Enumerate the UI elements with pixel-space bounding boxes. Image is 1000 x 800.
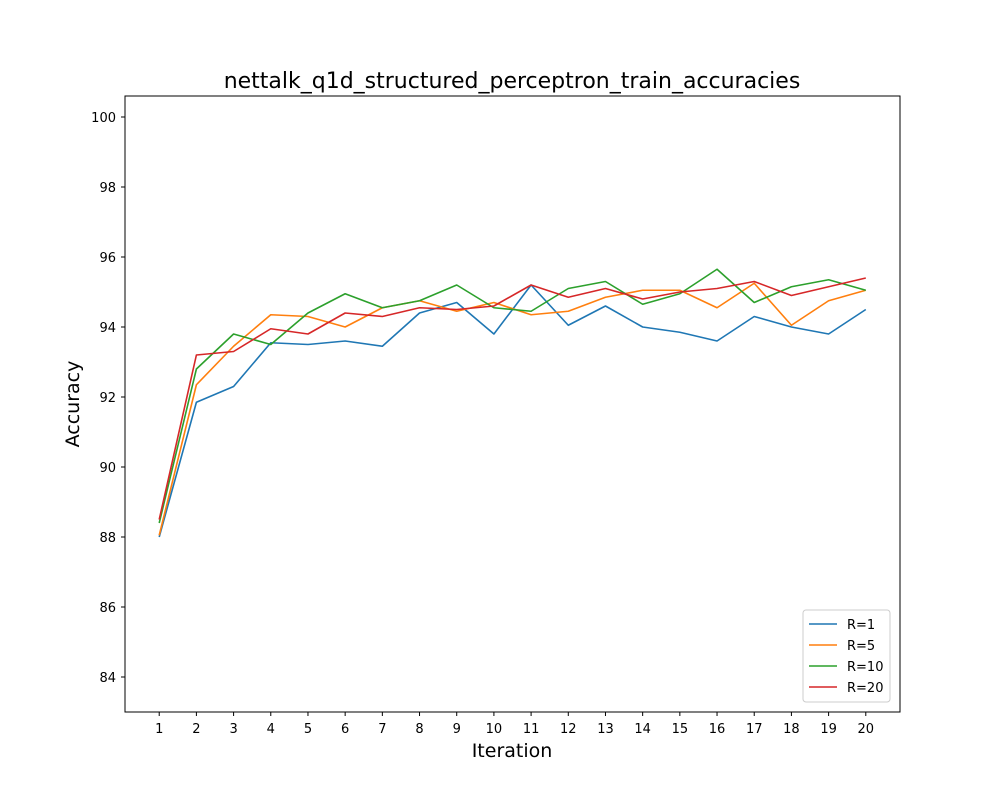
y-axis-label: Accuracy	[62, 361, 84, 448]
plot-frame	[124, 95, 901, 713]
y-tick-label: 86	[99, 601, 116, 616]
legend-label: R=5	[847, 639, 875, 654]
x-tick-label: 19	[820, 722, 837, 737]
legend-label: R=10	[847, 660, 883, 675]
legend-label: R=20	[847, 681, 883, 696]
x-tick-label: 12	[560, 722, 577, 737]
x-tick-label: 6	[341, 722, 349, 737]
y-tick-label: 100	[91, 111, 116, 126]
y-tick-label: 94	[99, 321, 116, 336]
x-tick-label: 18	[783, 722, 800, 737]
y-tick-label: 92	[99, 391, 116, 406]
x-tick-label: 4	[267, 722, 275, 737]
x-tick-label: 3	[229, 722, 237, 737]
x-tick-label: 7	[378, 722, 386, 737]
x-tick-label: 11	[523, 722, 540, 737]
x-axis-ticks: 1 2 3 4 5 6 7 8 9 10 11 12 13 14 15 16 17 18 19 20	[155, 712, 874, 737]
plot-content	[158, 268, 867, 538]
x-axis-label: Iteration	[472, 740, 553, 762]
x-tick-label: 1	[155, 722, 163, 737]
legend: R=1 R=5 R=10 R=20	[802, 609, 891, 703]
legend-box	[802, 609, 891, 703]
x-tick-label: 20	[858, 722, 875, 737]
x-tick-label: 15	[672, 722, 689, 737]
x-tick-label: 14	[634, 722, 651, 737]
series-line-r-10	[158, 268, 867, 524]
y-tick-label: 96	[99, 251, 116, 266]
x-tick-label: 8	[415, 722, 423, 737]
x-tick-label: 5	[304, 722, 312, 737]
legend-label: R=1	[847, 618, 875, 633]
x-tick-label: 17	[746, 722, 763, 737]
x-tick-label: 16	[709, 722, 726, 737]
x-tick-label: 10	[486, 722, 503, 737]
x-tick-label: 9	[453, 722, 461, 737]
chart-title: nettalk_q1d_structured_perceptron_train_…	[224, 69, 801, 94]
x-tick-label: 13	[597, 722, 614, 737]
y-tick-label: 84	[99, 671, 116, 686]
y-tick-label: 90	[99, 461, 116, 476]
y-axis-ticks: 84 86 88 90 92 94 96 98 100	[91, 111, 125, 686]
y-tick-label: 88	[99, 531, 116, 546]
y-tick-label: 98	[99, 181, 116, 196]
series-line-r-5	[158, 282, 867, 536]
x-tick-label: 2	[192, 722, 200, 737]
series-line-r-20	[158, 277, 866, 520]
